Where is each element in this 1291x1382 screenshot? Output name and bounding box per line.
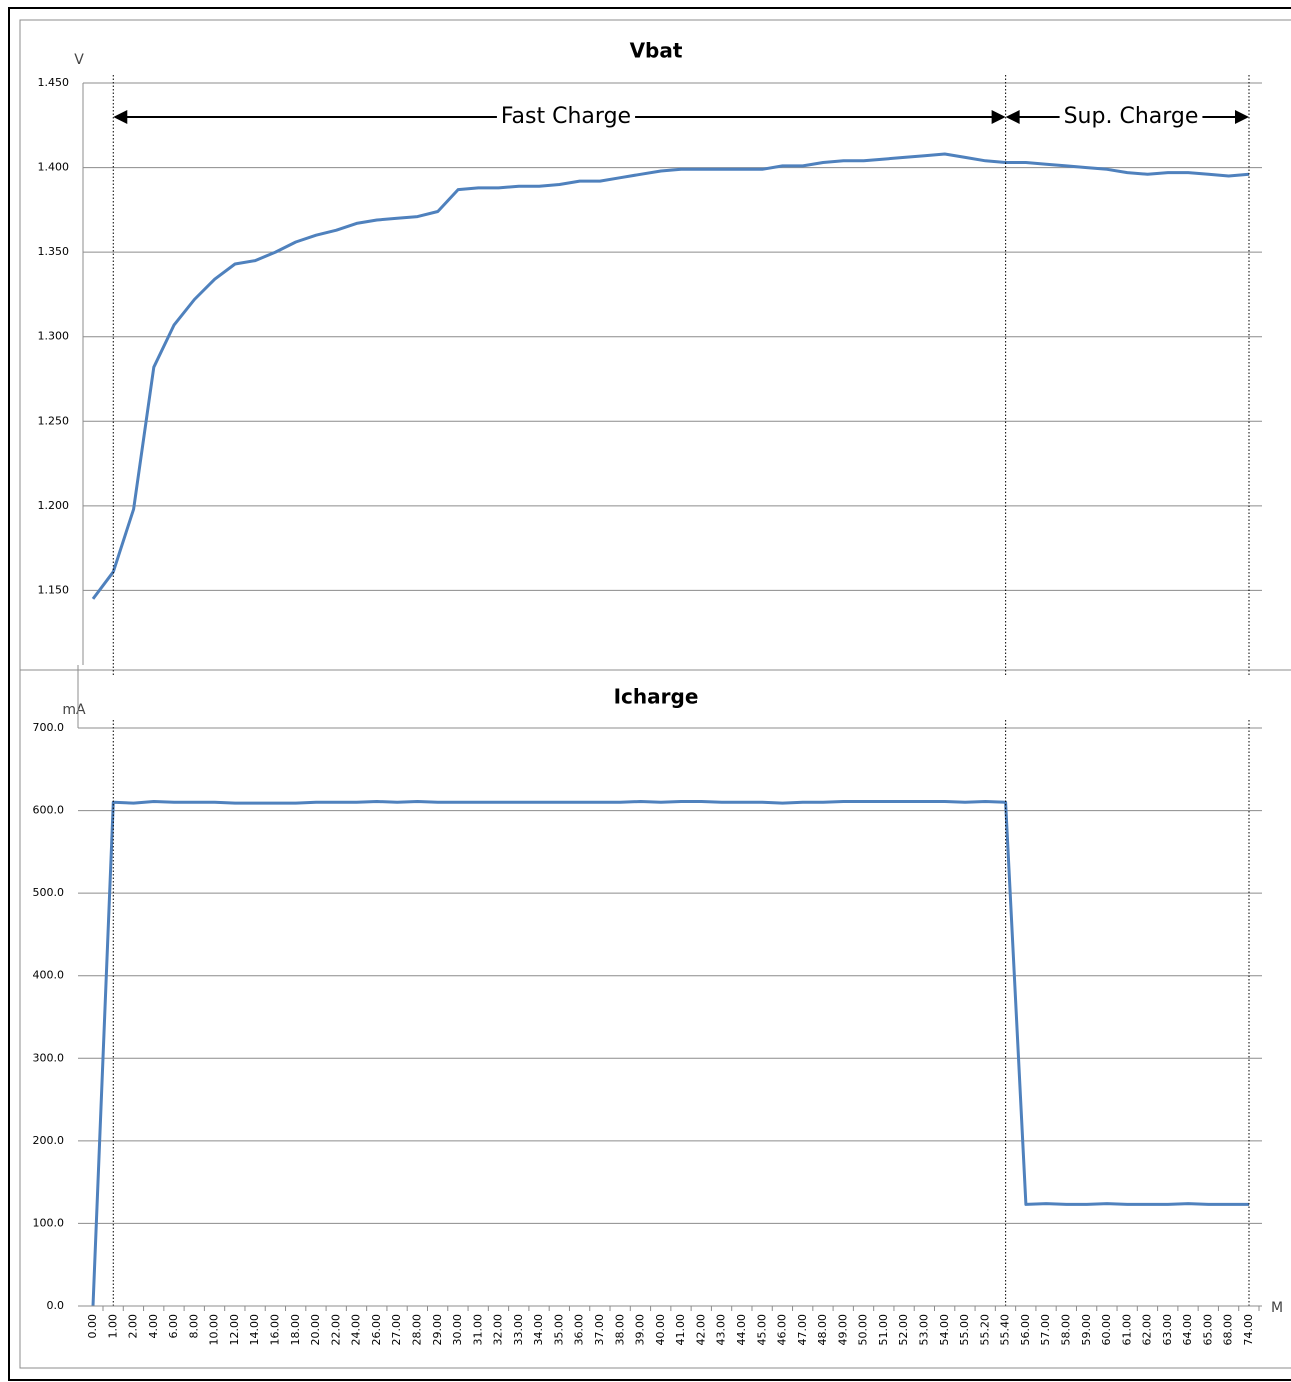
x-tick-label: 60.00 bbox=[1100, 1314, 1113, 1346]
x-tick-label: 68.00 bbox=[1222, 1314, 1235, 1346]
y-tick-label: 200.0 bbox=[33, 1134, 65, 1147]
x-tick-label: 74.00 bbox=[1242, 1314, 1255, 1346]
x-tick-label: 33.00 bbox=[512, 1314, 525, 1346]
x-tick-label: 57.00 bbox=[1039, 1314, 1052, 1346]
x-tick-label: 10.00 bbox=[208, 1314, 221, 1346]
x-tick-label: 43.00 bbox=[715, 1314, 728, 1346]
y-tick-label: 1.450 bbox=[38, 76, 70, 89]
x-tick-label: 32.00 bbox=[492, 1314, 505, 1346]
x-tick-label: 27.00 bbox=[390, 1314, 403, 1346]
x-tick-label: 37.00 bbox=[593, 1314, 606, 1346]
arrow-head bbox=[1005, 110, 1020, 124]
y-tick-label: 1.300 bbox=[38, 330, 70, 343]
x-tick-label: 44.00 bbox=[735, 1314, 748, 1346]
x-tick-label: 18.00 bbox=[289, 1314, 302, 1346]
data-line bbox=[91, 800, 1249, 1307]
x-tick-label: 52.00 bbox=[897, 1314, 910, 1346]
x-tick-label: 40.00 bbox=[654, 1314, 667, 1346]
y-axis-unit: V bbox=[74, 52, 84, 68]
x-tick-label: 26.00 bbox=[370, 1314, 383, 1346]
x-tick-label: 38.00 bbox=[613, 1314, 626, 1346]
x-tick-label: 50.00 bbox=[857, 1314, 870, 1346]
y-tick-label: 1.400 bbox=[38, 161, 70, 174]
x-tick-label: 39.00 bbox=[634, 1314, 647, 1346]
y-tick-label: 100.0 bbox=[33, 1216, 65, 1229]
x-tick-label: 12.00 bbox=[228, 1314, 241, 1346]
y-tick-label: 1.200 bbox=[38, 499, 70, 512]
x-tick-label: 31.00 bbox=[471, 1314, 484, 1346]
x-tick-label: 42.00 bbox=[694, 1314, 707, 1346]
x-tick-label: 36.00 bbox=[573, 1314, 586, 1346]
y-tick-label: 1.350 bbox=[38, 245, 70, 258]
y-tick-label: 600.0 bbox=[33, 804, 65, 817]
chart-title: Icharge bbox=[614, 685, 699, 709]
x-tick-label: 0.00 bbox=[86, 1314, 99, 1339]
x-axis-unit: M bbox=[1271, 1300, 1283, 1316]
x-tick-label: 35.00 bbox=[552, 1314, 565, 1346]
x-tick-label: 34.00 bbox=[532, 1314, 545, 1346]
x-tick-label: 53.00 bbox=[918, 1314, 931, 1346]
x-tick-label: 65.00 bbox=[1201, 1314, 1214, 1346]
x-tick-label: 30.00 bbox=[451, 1314, 464, 1346]
phase-label: Sup. Charge bbox=[1064, 104, 1199, 129]
x-tick-label: 63.00 bbox=[1161, 1314, 1174, 1346]
x-tick-label: 48.00 bbox=[816, 1314, 829, 1346]
x-tick-label: 55.00 bbox=[958, 1314, 971, 1346]
outer-frame bbox=[8, 7, 1291, 1381]
phase-label: Fast Charge bbox=[501, 104, 631, 129]
x-tick-label: 6.00 bbox=[167, 1314, 180, 1339]
y-tick-label: 1.150 bbox=[38, 583, 70, 596]
x-tick-label: 62.00 bbox=[1141, 1314, 1154, 1346]
x-tick-label: 47.00 bbox=[796, 1314, 809, 1346]
x-tick-label: 55.20 bbox=[978, 1314, 991, 1346]
x-tick-label: 64.00 bbox=[1181, 1314, 1194, 1346]
phase-label-bg bbox=[1059, 104, 1203, 129]
x-tick-label: 55.40 bbox=[999, 1314, 1012, 1346]
x-tick-label: 56.00 bbox=[1019, 1314, 1032, 1346]
x-tick-label: 59.00 bbox=[1080, 1314, 1093, 1346]
y-tick-label: 1.250 bbox=[38, 414, 70, 427]
x-tick-label: 29.00 bbox=[431, 1314, 444, 1346]
data-line bbox=[91, 152, 1250, 600]
x-tick-label: 22.00 bbox=[329, 1314, 342, 1346]
x-tick-label: 41.00 bbox=[674, 1314, 687, 1346]
x-tick-label: 24.00 bbox=[350, 1314, 363, 1346]
y-tick-label: 700.0 bbox=[33, 721, 65, 734]
x-tick-label: 58.00 bbox=[1059, 1314, 1072, 1346]
x-tick-label: 14.00 bbox=[248, 1314, 261, 1346]
x-tick-label: 20.00 bbox=[309, 1314, 322, 1346]
x-tick-label: 49.00 bbox=[836, 1314, 849, 1346]
chart-frame bbox=[19, 19, 1291, 1369]
x-tick-label: 61.00 bbox=[1120, 1314, 1133, 1346]
x-tick-label: 8.00 bbox=[187, 1314, 200, 1339]
y-tick-label: 400.0 bbox=[33, 969, 65, 982]
y-axis-unit: mA bbox=[62, 702, 86, 718]
x-tick-label: 2.00 bbox=[127, 1314, 140, 1339]
arrow-head bbox=[113, 110, 128, 124]
x-tick-label: 45.00 bbox=[755, 1314, 768, 1346]
arrow-head bbox=[1235, 110, 1249, 124]
y-tick-label: 500.0 bbox=[33, 886, 65, 899]
x-tick-label: 28.00 bbox=[410, 1314, 423, 1346]
x-tick-label: 46.00 bbox=[776, 1314, 789, 1346]
chart-title: Vbat bbox=[630, 39, 683, 63]
x-tick-label: 1.00 bbox=[106, 1314, 119, 1339]
x-tick-label: 16.00 bbox=[269, 1314, 282, 1346]
x-tick-label: 54.00 bbox=[938, 1314, 951, 1346]
x-tick-label: 4.00 bbox=[147, 1314, 160, 1339]
y-tick-label: 0.0 bbox=[47, 1299, 65, 1312]
y-tick-label: 300.0 bbox=[33, 1051, 65, 1064]
phase-label-bg bbox=[496, 104, 636, 129]
arrow-head bbox=[991, 110, 1006, 124]
x-tick-label: 51.00 bbox=[877, 1314, 890, 1346]
